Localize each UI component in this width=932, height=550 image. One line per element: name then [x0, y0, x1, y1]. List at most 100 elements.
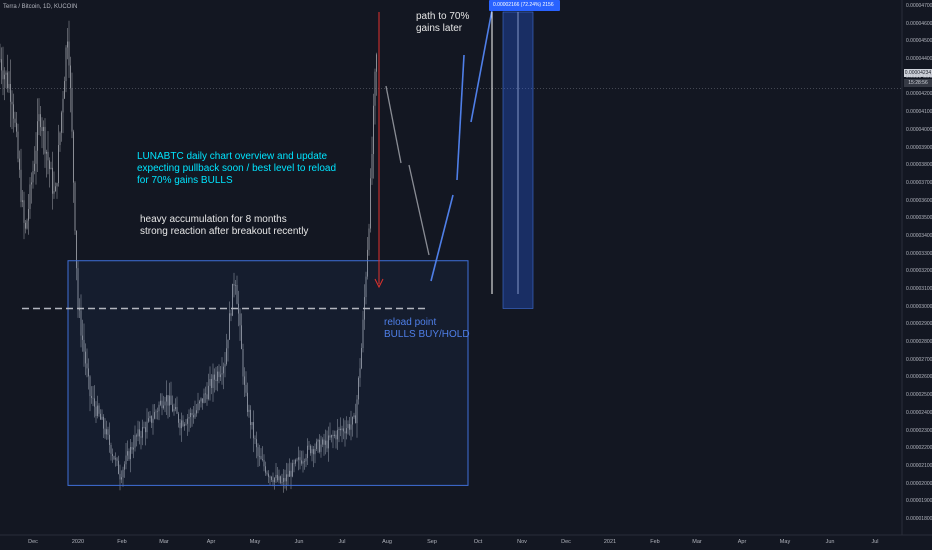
candle-body — [176, 407, 178, 414]
candle-body — [95, 406, 97, 417]
candle-body — [211, 378, 212, 388]
candle-body — [148, 418, 149, 422]
candle-body — [65, 47, 67, 82]
price-tick-label: 0.00003300 — [906, 250, 932, 257]
candle-body — [146, 421, 148, 433]
candle-body — [283, 477, 284, 482]
candle-body — [314, 449, 316, 455]
time-tick-label: Aug — [382, 539, 392, 545]
price-tick-label: 0.00002300 — [906, 427, 932, 434]
candle-body — [80, 310, 82, 336]
candle-body — [2, 70, 4, 80]
candle-body — [209, 378, 211, 386]
candle-body — [355, 415, 356, 424]
candle-body — [47, 151, 49, 161]
candle-body — [124, 464, 125, 470]
candle-body — [317, 439, 319, 442]
candle-body — [362, 319, 364, 348]
candle-body — [41, 127, 43, 132]
candle-body — [28, 209, 29, 221]
candle-body — [235, 284, 236, 286]
candle-body — [106, 429, 107, 435]
candle-body — [223, 366, 224, 374]
candle-body — [145, 427, 146, 433]
time-tick-label: Oct — [473, 539, 483, 545]
candle-body — [373, 105, 374, 154]
candle-body — [344, 431, 346, 434]
candle-body — [131, 446, 133, 450]
candle-body — [278, 476, 280, 481]
candle-body — [334, 434, 335, 437]
candle-body — [86, 363, 88, 369]
candle-body — [100, 413, 101, 420]
candle-body — [61, 112, 62, 133]
position-label: 0.00002166 (72.24%) 2156 — [489, 0, 560, 11]
candle-body — [208, 385, 209, 400]
candle-body — [122, 469, 124, 478]
candle-body — [332, 435, 334, 437]
candle-body — [82, 335, 83, 340]
candle-body — [292, 463, 293, 477]
candle-body — [341, 428, 343, 431]
candle-body — [299, 457, 301, 461]
price-tick-label: 0.00003600 — [906, 197, 932, 204]
candle-body — [188, 416, 190, 419]
candle-body — [248, 409, 250, 412]
price-tick-label: 0.00004000 — [906, 126, 932, 133]
candle-body — [64, 81, 65, 99]
candle-body — [310, 445, 311, 454]
price-tick-label: 0.00001900 — [906, 498, 932, 505]
candle-body — [149, 416, 151, 419]
time-tick-label: Dec — [28, 539, 38, 545]
candle-body — [197, 403, 199, 411]
candle-body — [359, 368, 361, 378]
time-tick-label: Apr — [206, 539, 216, 545]
overview-annotation: LUNABTC daily chart overview and update … — [137, 151, 337, 186]
candle-body — [308, 445, 310, 447]
candle-body — [274, 477, 275, 483]
candle-body — [217, 371, 218, 382]
candle-body — [224, 364, 226, 367]
candle-body — [313, 449, 314, 455]
candle-body — [263, 459, 265, 467]
candle-body — [236, 284, 238, 304]
candle-body — [202, 398, 203, 403]
time-tick-label: Mar — [692, 539, 702, 545]
candle-body — [109, 434, 110, 445]
candle-body — [59, 132, 61, 146]
price-tick-label: 0.00004500 — [906, 38, 932, 45]
candle-body — [73, 131, 74, 183]
candle-body — [20, 169, 22, 202]
candle-body — [272, 479, 274, 483]
candle-body — [287, 474, 289, 477]
candle-body — [296, 459, 298, 461]
price-tick-label: 0.00002400 — [906, 409, 932, 416]
candle-body — [343, 428, 344, 432]
candle-body — [323, 439, 325, 445]
candle-body — [40, 114, 41, 128]
candle-body — [49, 160, 50, 169]
candlestick-series — [0, 20, 377, 493]
candle-body — [356, 399, 358, 424]
projection-up-1 — [430, 194, 454, 282]
candle-body — [113, 456, 115, 460]
candle-body — [152, 418, 154, 423]
candle-body — [280, 476, 281, 483]
candle-body — [187, 418, 188, 424]
candle-body — [85, 351, 86, 364]
candle-body — [239, 313, 241, 326]
candle-body — [229, 313, 230, 340]
candle-body — [371, 153, 373, 179]
candle-body — [107, 429, 109, 435]
candle-body — [173, 409, 175, 412]
candle-body — [316, 441, 317, 450]
candle-body — [172, 404, 173, 412]
candle-body — [23, 200, 25, 223]
candle-body — [259, 455, 260, 457]
candle-body — [101, 416, 103, 420]
candle-body — [5, 72, 7, 75]
price-tick-label: 0.00002700 — [906, 356, 932, 363]
candle-body — [67, 41, 68, 48]
candle-body — [157, 411, 158, 412]
